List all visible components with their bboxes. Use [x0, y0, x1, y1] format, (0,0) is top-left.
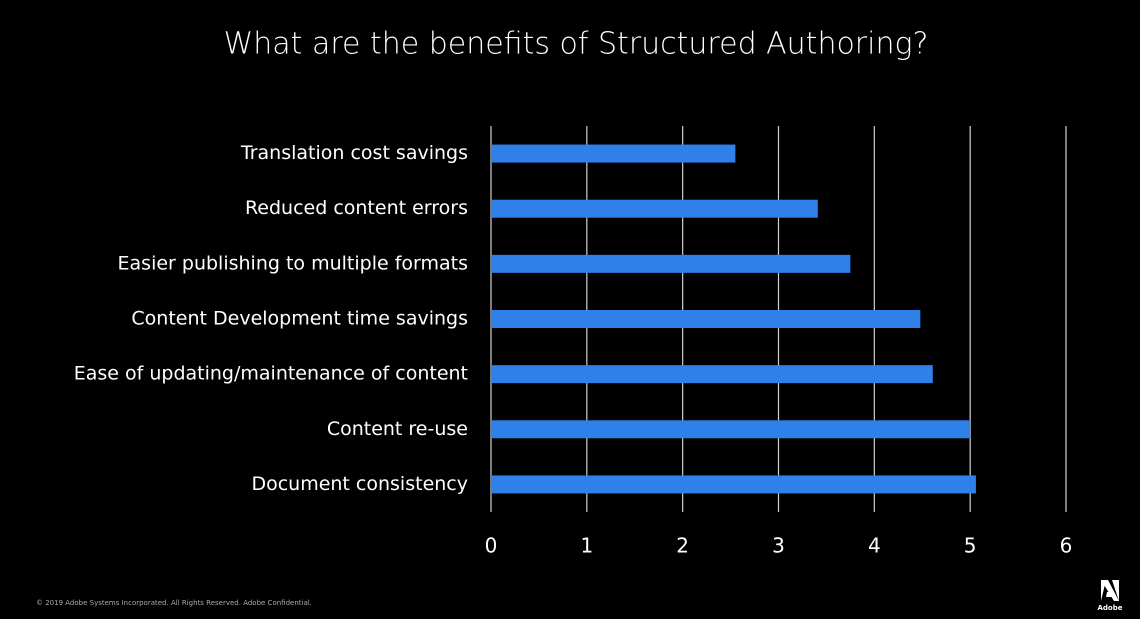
bar	[491, 420, 971, 439]
bar	[491, 199, 818, 218]
bar	[491, 144, 736, 163]
bar	[491, 475, 976, 494]
y-tick-label: Reduced content errors	[245, 197, 468, 219]
footer-copyright: © 2019 Adobe Systems Incorporated. All R…	[36, 599, 312, 607]
y-tick-label: Translation cost savings	[240, 142, 468, 164]
y-tick-label: Content re-use	[327, 418, 468, 440]
brand-logo	[1101, 580, 1119, 601]
chart-title: What are the benefits of Structured Auth…	[224, 27, 929, 62]
x-tick-label: 1	[580, 534, 593, 558]
bar	[491, 310, 921, 328]
x-tick-label: 6	[1060, 534, 1073, 558]
y-tick-label: Document consistency	[251, 473, 468, 495]
footer-brand: Adobe	[1098, 604, 1123, 612]
y-tick-label: Content Development time savings	[131, 308, 468, 330]
bar	[491, 254, 851, 273]
y-tick-label: Easier publishing to multiple formats	[118, 252, 468, 274]
bar	[491, 365, 933, 384]
y-tick-label: Ease of updating/maintenance of content	[74, 363, 468, 385]
x-tick-label: 2	[676, 534, 689, 558]
x-tick-label: 0	[485, 534, 498, 558]
x-tick-label: 3	[772, 534, 785, 558]
x-tick-label: 4	[868, 534, 881, 558]
x-tick-label: 5	[964, 534, 977, 558]
